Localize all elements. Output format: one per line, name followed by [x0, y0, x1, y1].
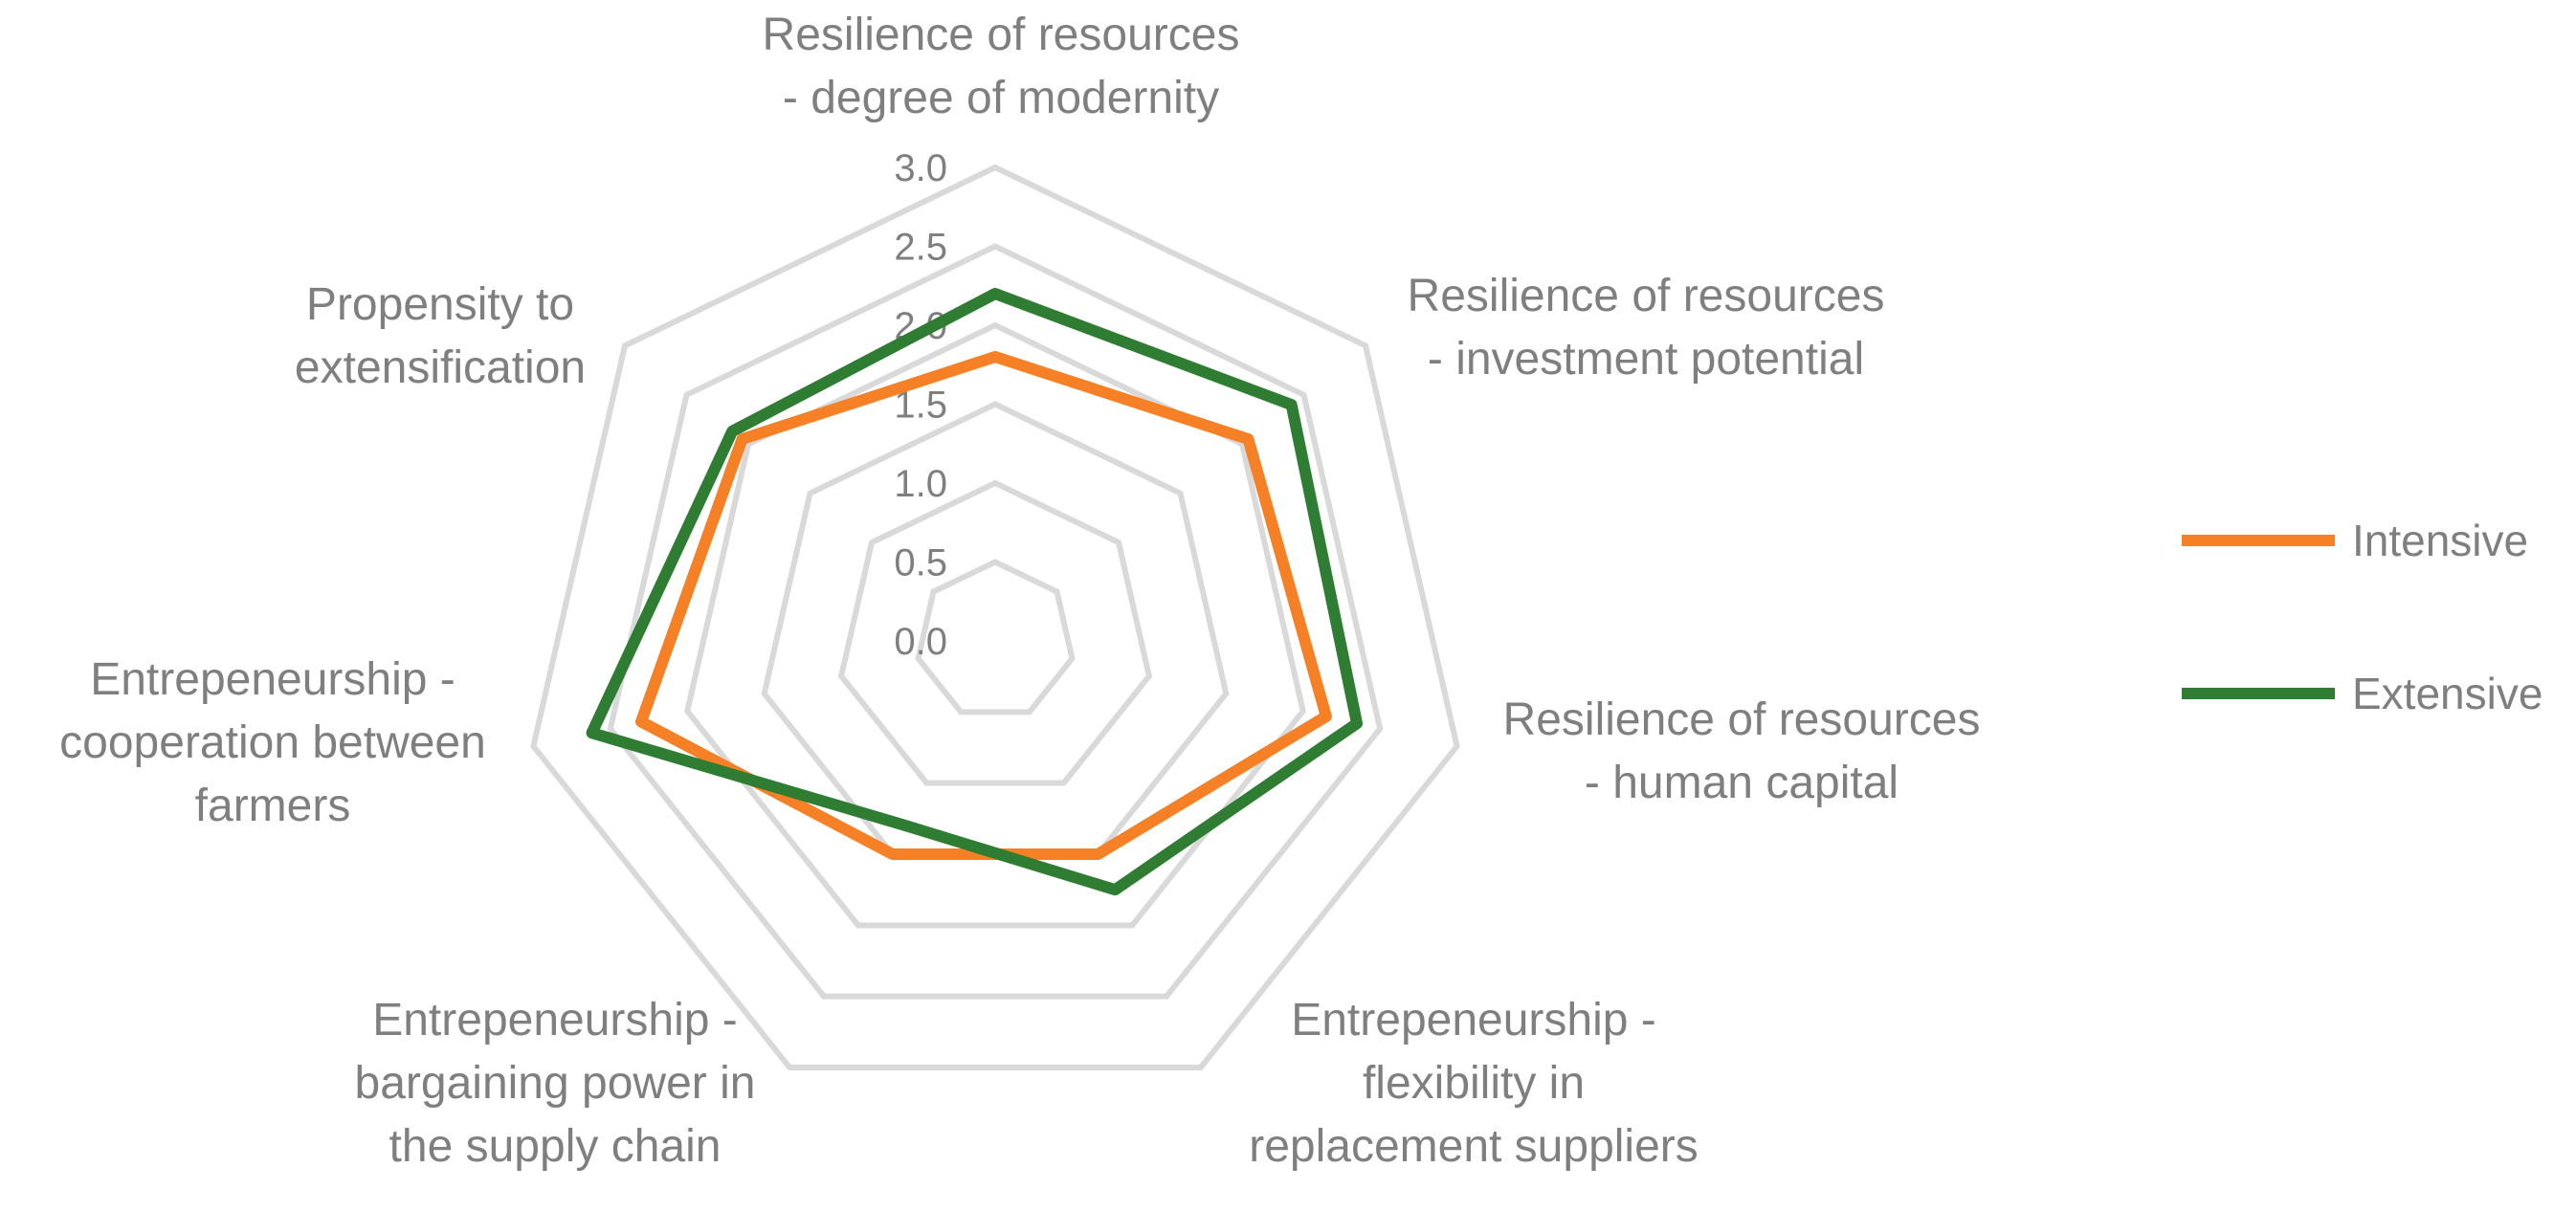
axis-label-0: Resilience of resources - degree of moder… [763, 10, 1240, 123]
axis-label-line: - investment potential [1428, 334, 1864, 385]
category-labels: Resilience of resources - degree of moder… [59, 10, 1980, 1172]
axis-label-line: flexibility in [1363, 1058, 1585, 1109]
axis-label-2: Resilience of resources - human capital [1503, 694, 1981, 808]
axis-label-line: - degree of modernity [783, 73, 1219, 123]
grid-ring-5 [607, 243, 1384, 1000]
tick-label-6: 3.0 [894, 147, 947, 189]
axis-label-line: Resilience of resources [1503, 694, 1981, 745]
axis-label-6: Propensity to extensification [295, 279, 586, 393]
legend-label-extensive: Extensive [2352, 669, 2543, 718]
axis-label-line: Resilience of resources [763, 10, 1240, 60]
tick-label-1: 0.5 [894, 542, 947, 584]
axis-label-line: Resilience of resources [1408, 271, 1885, 321]
axis-label-line: the supply chain [389, 1121, 722, 1172]
grid [530, 164, 1460, 1070]
grid-ring-6 [530, 164, 1460, 1070]
grid-ring-3 [761, 401, 1230, 857]
axis-label-line: farmers [195, 781, 351, 831]
series-line-extensive [586, 288, 1364, 896]
axis-label-line: - human capital [1585, 758, 1899, 808]
axis-label-line: cooperation between [59, 717, 486, 768]
grid-ring-4 [684, 321, 1306, 929]
tick-label-5: 2.5 [894, 227, 947, 269]
tick-label-0: 0.0 [894, 621, 947, 663]
axis-label-line: replacement suppliers [1249, 1121, 1699, 1172]
legend: Intensive Extensive [2182, 516, 2543, 718]
radial-tick-labels: 0.00.51.01.52.02.53.0 [894, 147, 947, 663]
legend-label-intensive: Intensive [2352, 516, 2528, 565]
axis-label-4: Entrepeneurship - bargaining power in the … [355, 995, 756, 1172]
axis-label-3: Entrepeneurship - flexibility in replaceme… [1249, 995, 1699, 1172]
series [586, 288, 1364, 896]
axis-label-line: Entrepeneurship - [90, 654, 455, 705]
grid-ring-1 [915, 559, 1076, 716]
grid-ring-2 [837, 479, 1153, 786]
axis-label-line: Entrepeneurship - [1291, 995, 1656, 1046]
axis-label-line: Propensity to [306, 279, 574, 330]
axis-label-1: Resilience of resources - investment pote… [1408, 271, 1885, 385]
axis-label-line: extensification [295, 342, 586, 393]
axis-label-line: Entrepeneurship - [372, 995, 738, 1046]
tick-label-2: 1.0 [894, 463, 947, 505]
axis-label-5: Entrepeneurship - cooperation between farm… [59, 654, 486, 831]
axis-label-line: bargaining power in [355, 1058, 756, 1109]
